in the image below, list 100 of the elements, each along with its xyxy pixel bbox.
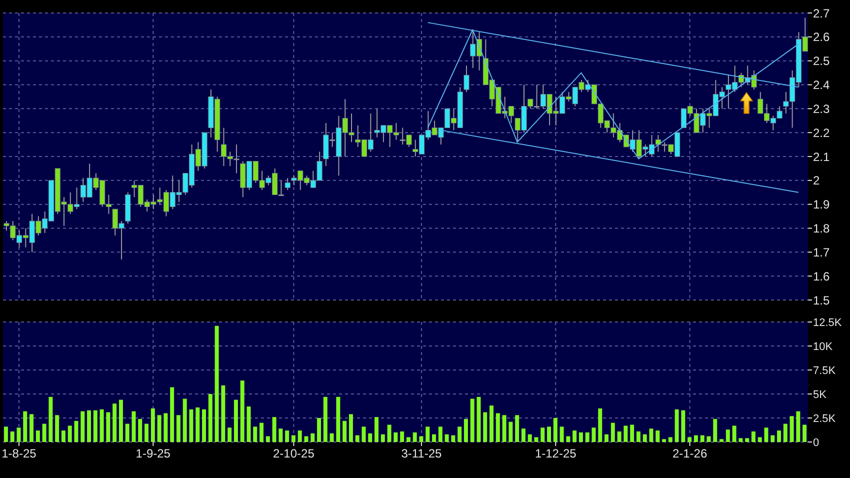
y-tick-label: 1.7 [813,245,830,260]
bar [196,407,200,442]
bar [444,434,449,442]
y-tick-label: 0 [813,436,820,449]
bar [253,426,258,442]
bar [323,396,328,442]
bar [100,409,104,442]
bar [406,437,410,442]
y-tick-label: 12.5K [813,316,842,329]
bar [228,428,232,442]
bar [521,428,526,442]
bar [55,415,60,442]
bar [362,426,366,442]
bar [662,439,666,442]
bar [214,326,219,442]
bar [240,380,244,442]
bar [758,437,762,442]
bar [394,432,398,442]
bar [553,418,558,442]
bar [285,430,290,442]
bar [23,411,28,442]
bar [764,428,768,442]
bar [458,426,462,442]
bar [496,413,500,442]
bar [348,414,353,442]
bar [298,430,302,442]
bar [176,415,180,442]
bar [260,422,264,442]
bar [80,411,85,442]
bar [688,437,692,442]
bar [426,426,430,442]
bar [694,435,698,442]
bar [317,418,322,442]
bar [164,413,168,442]
candlestick [284,178,290,190]
bar [598,408,602,442]
bar [330,433,334,442]
bar [464,418,468,442]
bar [432,434,436,442]
bar [578,432,583,442]
bar [630,424,634,442]
bar [790,416,794,442]
x-tick-label: 2-1-26 [672,446,708,461]
bar [106,412,110,442]
bar [451,435,456,442]
x-tick-label: 1-9-25 [136,446,171,461]
bar [234,400,238,442]
bar [125,424,130,442]
bar [713,418,718,442]
x-tick-label: 1-8-25 [2,446,37,461]
y-tick-label: 1.9 [813,198,830,212]
x-tick-label: 3-11-25 [401,446,442,461]
y-tick-label: 7.5K [813,364,836,377]
bar [624,426,628,442]
bar [745,438,750,442]
bar [189,409,194,442]
bar [42,424,46,442]
bar [566,436,570,442]
bar [419,436,424,442]
y-tick-label: 2.4 [813,78,830,92]
bar [30,414,34,442]
bar [534,437,538,442]
bar [490,406,494,442]
y-tick-label: 1.5 [813,293,830,308]
y-tick-label: 1.8 [813,222,830,236]
bar [572,430,577,442]
x-tick-label: 1-12-25 [534,446,577,461]
x-tick-label: 2-10-25 [273,446,315,461]
bar [604,434,609,442]
bar [528,434,532,442]
bar [150,408,155,442]
bar [157,415,162,442]
bar [412,432,417,442]
bar [355,435,360,442]
bar [93,410,98,442]
bar [649,428,654,442]
bar [783,424,788,442]
bar [802,424,807,442]
bar [387,424,392,442]
bar [547,426,552,442]
bar [380,434,385,442]
bar [770,435,775,442]
bar [374,417,379,442]
bar [751,431,756,442]
bar [726,430,730,442]
bar [636,431,640,442]
bar [502,415,506,442]
bar [438,426,442,442]
y-tick-label: 1.6 [813,269,830,284]
bar [74,420,78,442]
bar [476,396,481,442]
bar [470,398,474,442]
bar [592,428,596,442]
y-tick-label: 10K [813,340,834,353]
bar [221,385,226,442]
y-tick-label: 2.7 [813,6,830,20]
bar [144,424,149,442]
bar [246,406,251,442]
bar [681,410,686,442]
bar [208,394,212,442]
